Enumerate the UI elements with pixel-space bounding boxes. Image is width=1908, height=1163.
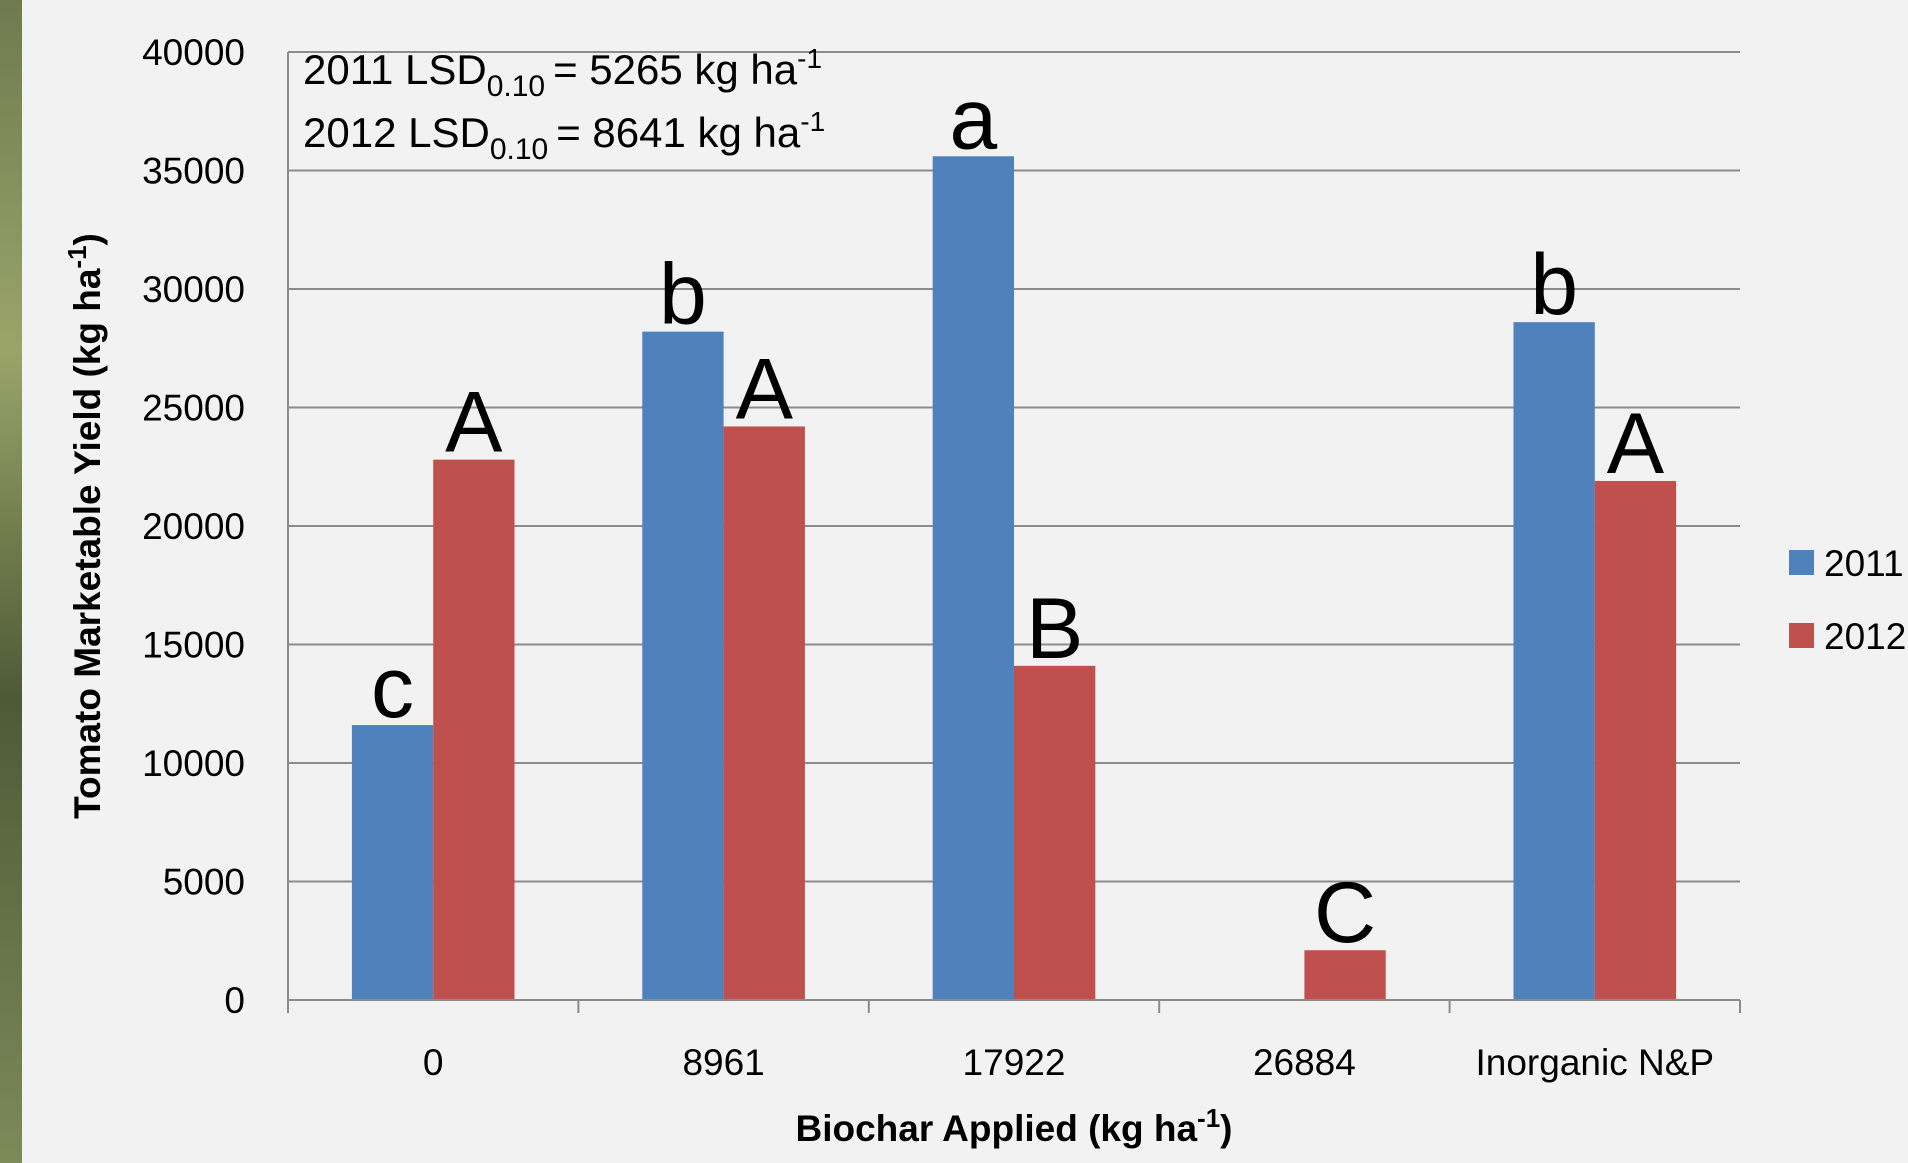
significance-letter: b	[1530, 237, 1578, 333]
y-tick-label: 25000	[142, 388, 245, 429]
bar	[1595, 481, 1676, 1000]
plot-area: 0 5000 10000 15000 20000 25000 30000 35000 40000…	[142, 32, 1906, 1083]
y-tick-label: 35000	[142, 151, 245, 192]
x-tick-label: 8961	[682, 1042, 764, 1083]
significance-letter: B	[1026, 581, 1083, 677]
y-tick-label: 40000	[142, 32, 245, 73]
bar	[352, 725, 433, 1000]
y-tick-label: 10000	[142, 743, 245, 784]
photo-strip	[0, 0, 22, 1163]
y-tick-label: 0	[224, 980, 245, 1021]
annotation-sup: -1	[797, 43, 822, 74]
significance-letter: a	[949, 71, 997, 167]
y-tick-label: 20000	[142, 506, 245, 547]
annotation-text: = 5265 kg ha	[553, 46, 798, 93]
axis-title-text: )	[67, 233, 108, 245]
axis-title-sup: -1	[1197, 1103, 1220, 1133]
bar	[724, 426, 805, 1000]
x-tick-label: 26884	[1253, 1042, 1356, 1083]
y-tick-label: 15000	[142, 625, 245, 666]
x-tick-label: 17922	[963, 1042, 1066, 1083]
y-axis-title: Tomato Marketable Yield (kg ha-1)	[62, 233, 108, 819]
chart: 0 5000 10000 15000 20000 25000 30000 35000 40000…	[0, 0, 1908, 1163]
axis-title-text: )	[1220, 1108, 1232, 1149]
annotation-sup: -1	[800, 106, 825, 137]
significance-letter: A	[445, 375, 503, 471]
annotation-sub: 0.10	[490, 133, 548, 166]
annotation: 2011 LSD0.10= 5265 kg ha-1	[303, 43, 822, 103]
x-axis-title: Biochar Applied (kg ha-1)	[795, 1103, 1232, 1149]
bar	[433, 460, 514, 1000]
y-tick-label: 5000	[163, 862, 245, 903]
significance-letter: A	[1607, 396, 1665, 492]
annotation-text: 2011 LSD	[303, 46, 487, 93]
annotation-text: = 8641 kg ha	[556, 109, 801, 156]
legend-label: 2012	[1824, 616, 1906, 657]
significance-letter: A	[736, 341, 794, 437]
bar	[1014, 666, 1095, 1000]
y-tick-label: 30000	[142, 269, 245, 310]
axis-title-sup: -1	[62, 245, 92, 268]
bar	[933, 156, 1014, 1000]
axis-title-text: Biochar Applied (kg ha	[795, 1108, 1197, 1149]
legend-swatch	[1789, 550, 1814, 575]
significance-letter: C	[1314, 865, 1376, 961]
x-tick-label: 0	[423, 1042, 444, 1083]
bar	[642, 332, 723, 1000]
annotation-text: 2012 LSD	[303, 109, 490, 156]
axis-title-text: Tomato Marketable Yield (kg ha	[67, 268, 108, 819]
legend-swatch	[1789, 623, 1814, 648]
page: {"chart_data": { "type": "bar", "x_label…	[0, 0, 1908, 1163]
x-tick-label: Inorganic N&P	[1476, 1042, 1715, 1083]
legend-label: 2011	[1824, 543, 1904, 584]
significance-letter: b	[659, 247, 707, 343]
bar	[1513, 322, 1594, 1000]
annotation-sub: 0.10	[487, 70, 545, 103]
significance-letter: c	[371, 640, 414, 736]
annotation: 2012 LSD0.10= 8641 kg ha-1	[303, 106, 825, 166]
